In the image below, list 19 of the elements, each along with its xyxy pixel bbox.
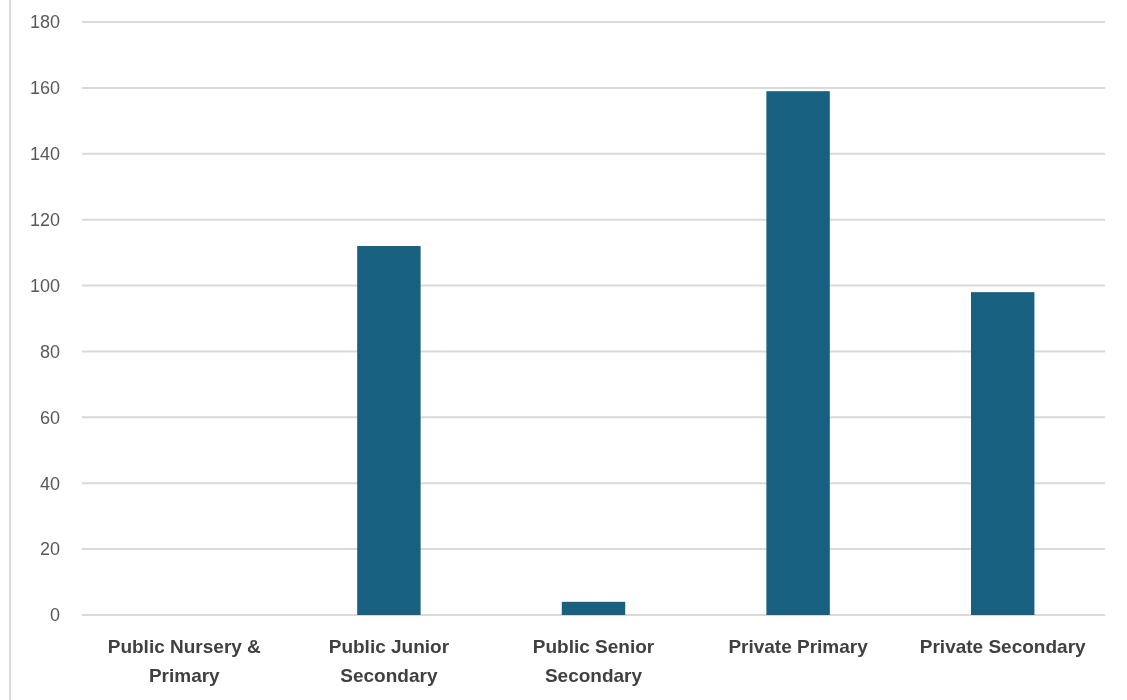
y-tick-label: 20	[39, 539, 60, 560]
bar	[357, 246, 421, 615]
y-tick-label: 160	[29, 78, 60, 99]
x-tick-label: Public Junior Secondary	[328, 636, 450, 686]
y-tick-label: 100	[29, 275, 60, 296]
bar	[561, 601, 626, 615]
bar	[970, 292, 1035, 615]
y-tick-label: 140	[29, 144, 60, 165]
x-tick-label: Public Senior Secondary	[532, 636, 655, 686]
y-tick-label: 40	[39, 473, 60, 494]
x-tick-label: Private Primary	[728, 636, 869, 657]
x-tick-label: Private Secondary	[919, 636, 1087, 657]
y-tick-label: 0	[49, 605, 60, 626]
y-tick-label: 180	[29, 12, 60, 33]
y-tick-label: 120	[29, 209, 60, 230]
bar	[766, 91, 830, 615]
y-tick-label: 60	[39, 407, 60, 428]
y-tick-label: 80	[39, 341, 60, 362]
x-tick-label: Public Nursery & Primary	[107, 636, 262, 686]
